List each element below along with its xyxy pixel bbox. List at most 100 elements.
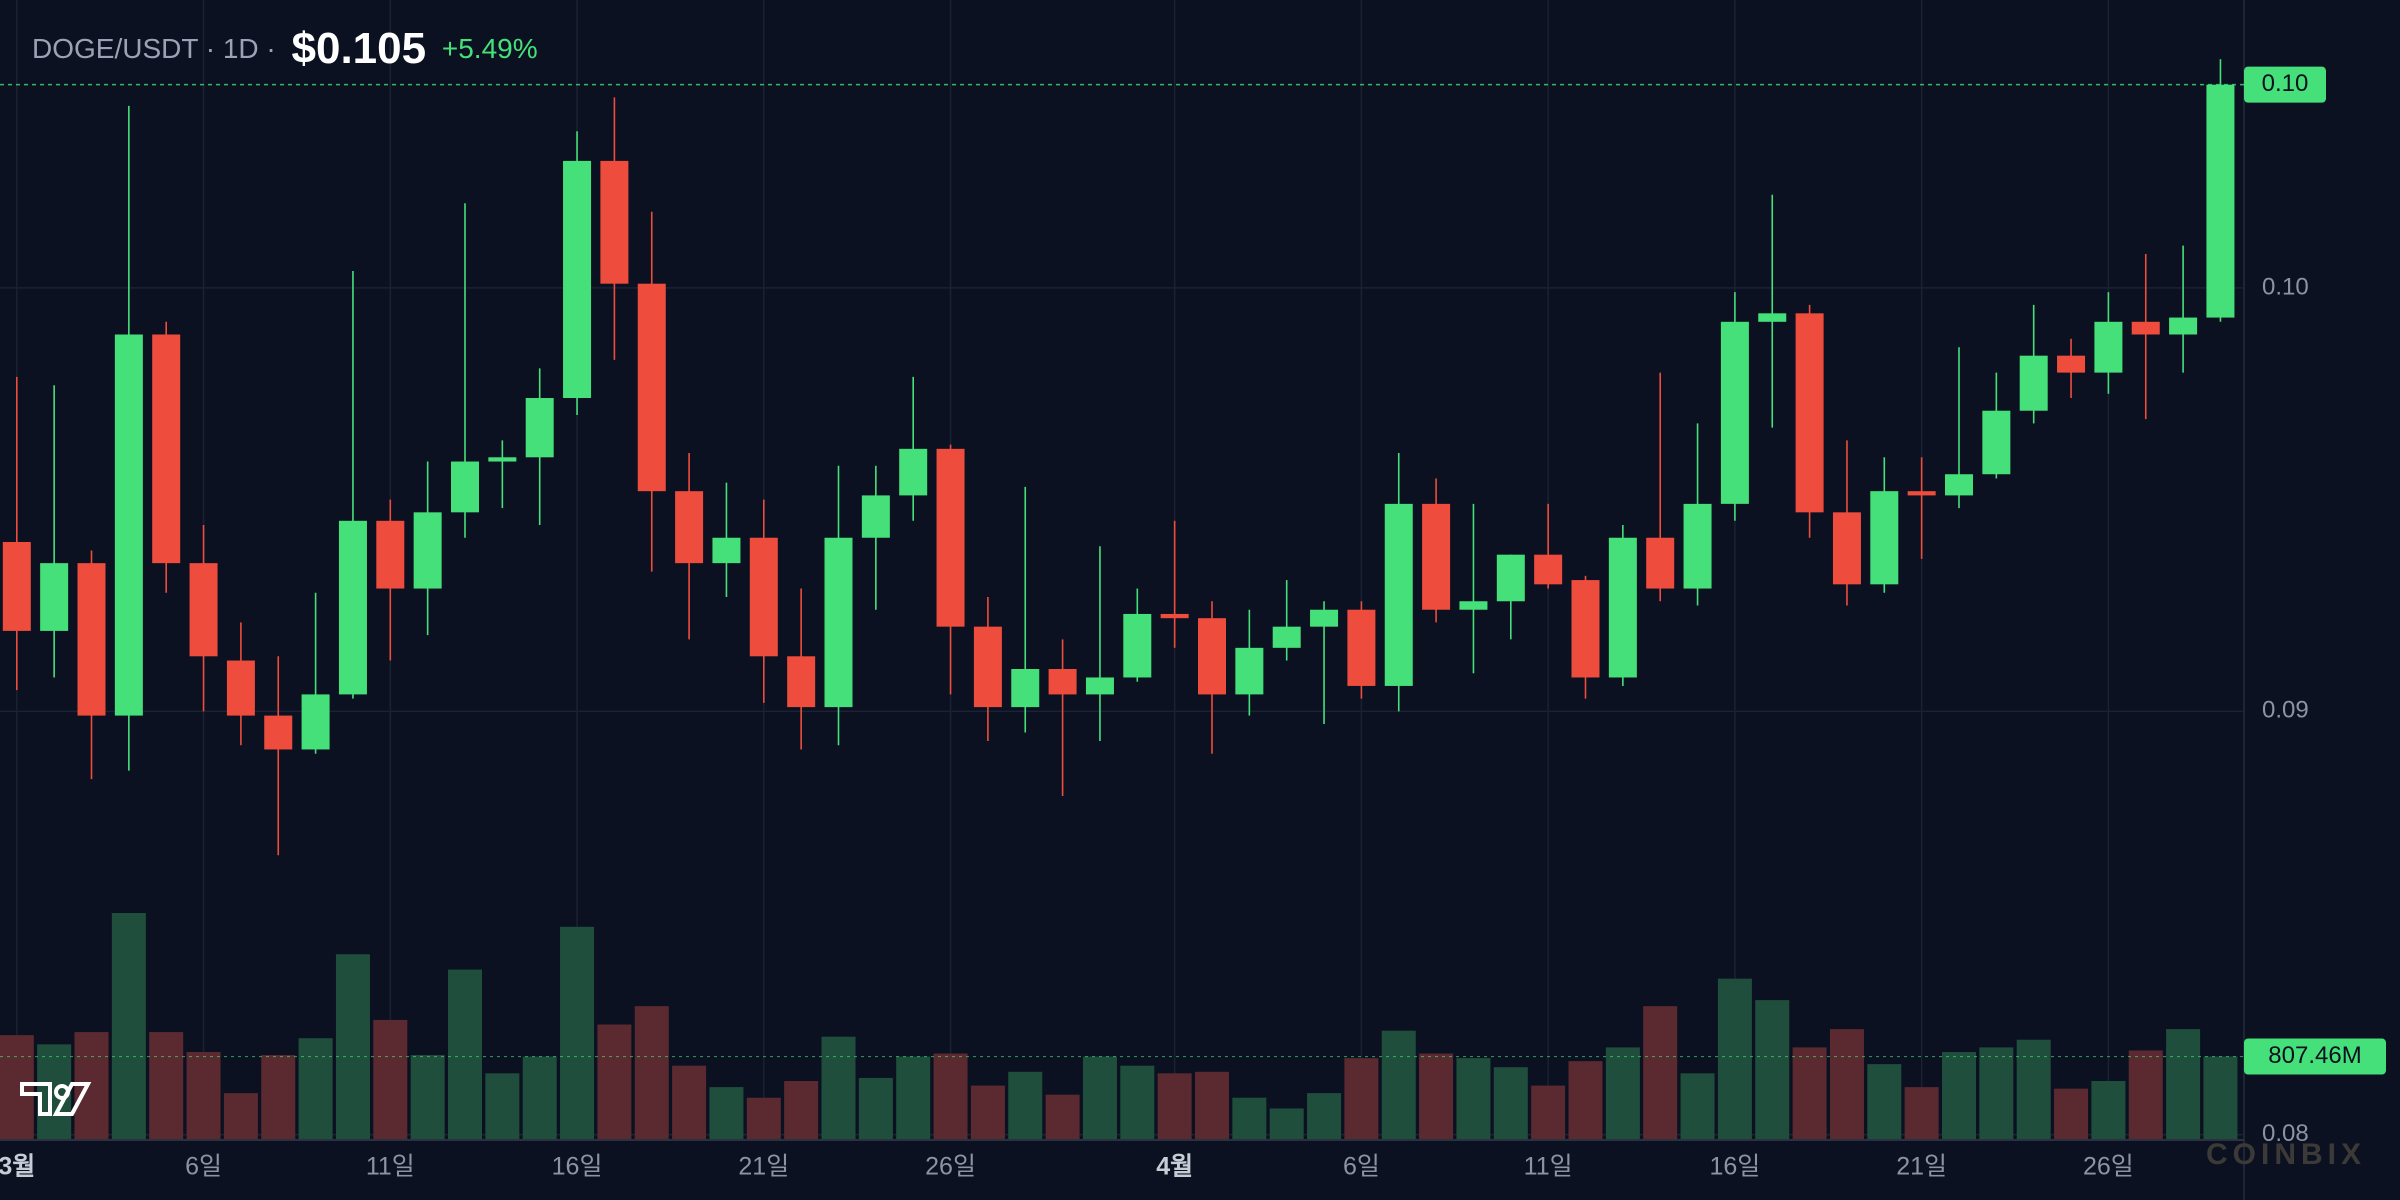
volume-bar (1979, 1047, 2014, 1139)
candle-body (2094, 321, 2123, 373)
volume-bar (858, 1077, 893, 1139)
candle-body (1832, 512, 1861, 585)
logo-shape (20, 1082, 52, 1116)
candle-body (563, 160, 592, 399)
x-tick-label: 6일 (1343, 1153, 1380, 1181)
candle-layer (2, 59, 2235, 856)
volume-bar (111, 913, 146, 1139)
volume-bar (1045, 1094, 1080, 1139)
price: $0.105 (292, 24, 427, 73)
candle-body (2, 541, 31, 631)
volume-bar (1605, 1047, 1640, 1139)
volume-bar (2054, 1088, 2089, 1139)
candle-body (1422, 503, 1451, 610)
candle-body (1534, 554, 1563, 585)
volume-bar (1643, 1006, 1678, 1139)
volume-bar (1232, 1097, 1267, 1139)
volume-bar (485, 1073, 520, 1139)
x-tick-label: 26일 (925, 1153, 976, 1181)
volume-bar (1269, 1108, 1304, 1139)
candle-body (40, 563, 69, 631)
candle-body (1123, 613, 1152, 678)
candle-body (1683, 503, 1712, 589)
volume-bar (1867, 1064, 1902, 1139)
volume-bar (746, 1097, 781, 1139)
candle-body (675, 491, 704, 564)
x-tick-label: 11일 (366, 1153, 415, 1181)
logo-slash (52, 1082, 92, 1116)
candle-body (1347, 609, 1376, 686)
candle-body (1011, 669, 1040, 708)
volume-bar (2091, 1080, 2126, 1139)
candle-body (376, 520, 405, 589)
candle-body (189, 563, 218, 657)
candle-body (1870, 491, 1899, 585)
volume-bar (597, 1024, 632, 1139)
candle-body (1795, 313, 1824, 513)
volume-bar (1493, 1067, 1528, 1139)
candle-body (637, 283, 666, 492)
candle-body (973, 626, 1002, 708)
candle-body (1608, 537, 1637, 678)
volume-bar (2166, 1029, 2201, 1139)
volume-bar (1680, 1073, 1715, 1139)
last-volume-label: 807.46M (2268, 1042, 2361, 1069)
candle-body (1198, 618, 1226, 695)
candle-body (1945, 474, 1973, 496)
volume-bar (1568, 1061, 1603, 1139)
candle-body (899, 448, 928, 496)
y-tick-label: 0.08 (2262, 1120, 2309, 1147)
volume-bar (1120, 1065, 1155, 1139)
x-tick-label: 21일 (738, 1153, 789, 1181)
volume-bar (1792, 1047, 1827, 1139)
y-tick-label: 0.10 (2262, 273, 2309, 300)
x-tick-label: 3월 (0, 1153, 35, 1181)
x-tick-label: 11일 (1524, 1153, 1573, 1181)
volume-bar (1008, 1071, 1043, 1139)
candle-body (2206, 84, 2235, 318)
header: DOGE/USDT · 1D · $0.105 +5.49% (32, 24, 538, 73)
x-tick-label: 26일 (2083, 1153, 2134, 1181)
volume-bar (149, 1032, 184, 1139)
candle-body (226, 660, 255, 716)
last-volume-tag (2244, 1038, 2386, 1075)
volume-bar (223, 1093, 258, 1139)
x-tick-label: 16일 (552, 1153, 603, 1181)
volume-bar (784, 1080, 819, 1139)
candle-body (413, 512, 442, 589)
candle-body (1720, 321, 1749, 504)
candle-body (1160, 613, 1189, 619)
candle-body (1048, 669, 1077, 695)
overlay-layer: 0.08 0.09 0.10 3월 6일 11일 16일 21일 26일 4월 6일 11일 16일 21… (0, 66, 2386, 1181)
volume-bar (1755, 1000, 1790, 1139)
candle-body (1982, 410, 2011, 475)
candle-body (936, 448, 965, 627)
candle-body (451, 461, 479, 513)
change: +5.49% (442, 33, 538, 64)
volume-bar (1904, 1087, 1939, 1139)
volume-bar (1157, 1073, 1192, 1139)
volume-bar (1381, 1030, 1416, 1139)
volume-bar (298, 1038, 333, 1139)
logo (20, 1082, 92, 1116)
candle-body (1384, 503, 1413, 686)
candle-body (787, 656, 816, 708)
candle-body (749, 537, 778, 657)
candle-body (77, 563, 106, 716)
candle-body (152, 334, 181, 564)
candle-body (1758, 313, 1787, 322)
volume-bar (1307, 1093, 1342, 1139)
volume-bar (0, 1035, 34, 1139)
candle-body (1085, 677, 1114, 695)
volume-bar (1717, 978, 1752, 1139)
volume-bar (410, 1055, 445, 1139)
volume-bar (933, 1053, 968, 1139)
candle-body (1907, 491, 1936, 496)
volume-bar (335, 954, 370, 1139)
candle-body (2057, 355, 2086, 373)
candle-body (712, 537, 741, 564)
volume-bar (1082, 1056, 1117, 1139)
